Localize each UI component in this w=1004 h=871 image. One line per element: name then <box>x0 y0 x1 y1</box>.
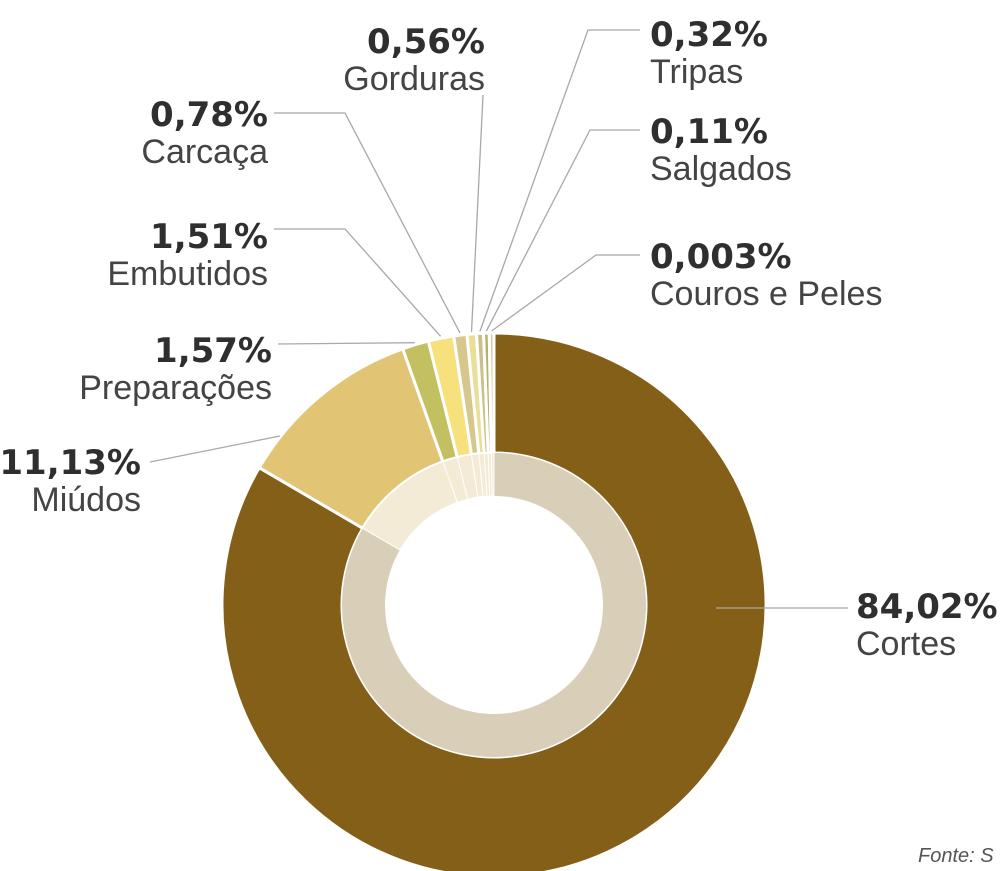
slice-labels: 84,02%Cortes 11,13%Miúdos 1,57%Preparações… <box>0 15 998 663</box>
slice-couros-e-peles <box>487 331 496 455</box>
slice-category-label: Cortes <box>856 625 956 663</box>
slice-category-label: Salgados <box>650 150 792 188</box>
slice-category-label: Carcaça <box>141 133 268 171</box>
inner-ring <box>342 452 646 757</box>
slice-percent-label: 0,11% <box>650 112 768 152</box>
slice-percent-label: 11,13% <box>0 443 141 483</box>
leader-line <box>274 112 461 334</box>
slice-category-label: Tripas <box>650 53 743 91</box>
slice-category-label: Couros e Peles <box>650 275 882 313</box>
inner-ring-segment <box>490 452 495 497</box>
leader-line <box>277 342 415 345</box>
slice-category-label: Embutidos <box>107 255 268 293</box>
slice-category-label: Preparações <box>79 369 272 407</box>
slice-percent-label: 1,57% <box>154 331 272 371</box>
slice-percent-label: 1,51% <box>150 217 268 257</box>
leader-line <box>491 254 640 332</box>
leader-lines <box>149 29 848 609</box>
leader-line <box>470 94 484 332</box>
leader-line <box>149 435 281 463</box>
chart-slices <box>220 331 768 871</box>
slice-percent-label: 0,56% <box>367 22 485 62</box>
slice-percent-label: 0,78% <box>150 95 268 135</box>
leader-line <box>479 29 640 332</box>
leader-line <box>274 228 442 337</box>
slice-percent-label: 0,003% <box>650 237 792 277</box>
slice-category-label: Miúdos <box>31 481 141 519</box>
slice-category-label: Gorduras <box>343 60 485 98</box>
source-note: Fonte: S <box>918 845 994 867</box>
leader-line <box>485 129 640 332</box>
slice-percent-label: 0,32% <box>650 15 768 55</box>
slice-percent-label: 84,02% <box>856 587 998 627</box>
